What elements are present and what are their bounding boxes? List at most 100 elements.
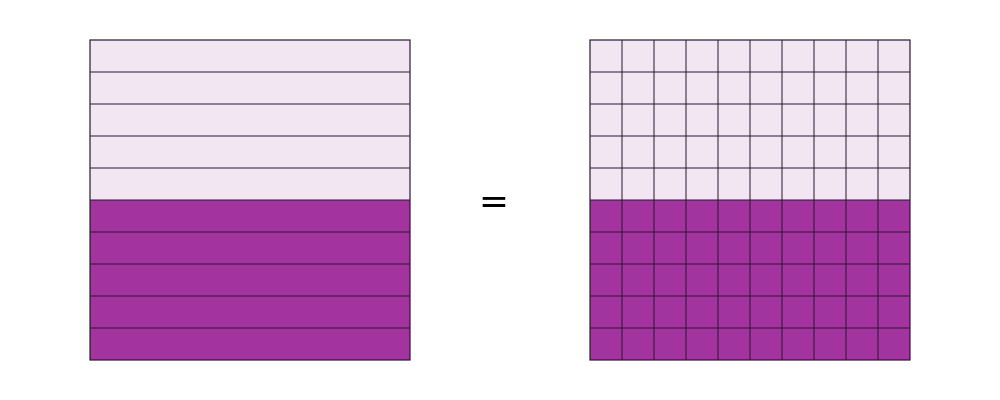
right-model-unshaded-cell (717, 39, 751, 73)
right-model-shaded-cell (653, 231, 687, 265)
left-model-shaded-cell (89, 231, 411, 265)
right-model-unshaded-cell (781, 103, 815, 137)
right-model-shaded-cell (877, 327, 911, 361)
right-model-shaded-cell (813, 263, 847, 297)
right-model-unshaded-cell (877, 71, 911, 105)
right-model-shaded-cell (685, 231, 719, 265)
right-model-unshaded-cell (621, 135, 655, 169)
right-model-unshaded-cell (621, 71, 655, 105)
right-model-shaded-cell (781, 295, 815, 329)
right-model-shaded-cell (653, 295, 687, 329)
right-model-shaded-cell (589, 327, 623, 361)
left-model-unshaded-cell (89, 103, 411, 137)
right-model-unshaded-cell (685, 167, 719, 201)
right-model-unshaded-cell (813, 71, 847, 105)
right-model-shaded-cell (749, 263, 783, 297)
right-model-shaded-cell (717, 231, 751, 265)
right-model-unshaded-cell (589, 71, 623, 105)
left-model-shaded-cell (89, 199, 411, 233)
right-model-unshaded-cell (845, 39, 879, 73)
right-model-unshaded-cell (717, 71, 751, 105)
right-model-shaded-cell (749, 327, 783, 361)
right-model-shaded-cell (781, 327, 815, 361)
right-model-shaded-cell (717, 295, 751, 329)
right-fraction-model (589, 39, 911, 361)
right-model-unshaded-cell (877, 39, 911, 73)
right-model-shaded-cell (877, 295, 911, 329)
right-model-unshaded-cell (781, 135, 815, 169)
right-model-unshaded-cell (653, 167, 687, 201)
right-model-unshaded-cell (589, 103, 623, 137)
right-model-shaded-cell (845, 295, 879, 329)
right-model-unshaded-cell (845, 135, 879, 169)
right-model-shaded-cell (877, 263, 911, 297)
right-model-shaded-cell (845, 263, 879, 297)
right-model-shaded-cell (813, 231, 847, 265)
right-model-unshaded-cell (877, 167, 911, 201)
right-model-unshaded-cell (749, 39, 783, 73)
right-model-shaded-cell (717, 263, 751, 297)
right-model-unshaded-cell (781, 167, 815, 201)
right-model-unshaded-cell (685, 135, 719, 169)
right-model-unshaded-cell (717, 103, 751, 137)
right-model-unshaded-cell (749, 103, 783, 137)
right-model-shaded-cell (589, 263, 623, 297)
right-model-shaded-cell (589, 231, 623, 265)
right-model-unshaded-cell (845, 103, 879, 137)
right-model-shaded-cell (685, 327, 719, 361)
right-model-shaded-cell (781, 199, 815, 233)
right-model-unshaded-cell (589, 39, 623, 73)
right-model-shaded-cell (845, 231, 879, 265)
right-model-shaded-cell (845, 199, 879, 233)
right-model-unshaded-cell (749, 135, 783, 169)
right-model-unshaded-cell (653, 39, 687, 73)
right-model-shaded-cell (877, 231, 911, 265)
right-model-unshaded-cell (877, 103, 911, 137)
left-model-shaded-cell (89, 327, 411, 361)
right-model-unshaded-cell (813, 135, 847, 169)
right-model-unshaded-cell (749, 167, 783, 201)
right-model-unshaded-cell (717, 135, 751, 169)
right-model-unshaded-cell (621, 39, 655, 73)
right-model-unshaded-cell (589, 167, 623, 201)
right-model-shaded-cell (813, 327, 847, 361)
right-model-unshaded-cell (621, 167, 655, 201)
left-model-unshaded-cell (89, 135, 411, 169)
right-model-unshaded-cell (685, 103, 719, 137)
left-model-unshaded-cell (89, 39, 411, 73)
right-model-unshaded-cell (813, 167, 847, 201)
right-model-shaded-cell (621, 199, 655, 233)
right-model-unshaded-cell (813, 39, 847, 73)
right-model-shaded-cell (653, 199, 687, 233)
left-fraction-model (89, 39, 411, 361)
right-model-shaded-cell (781, 231, 815, 265)
right-model-shaded-cell (621, 295, 655, 329)
equals-sign: = (479, 181, 509, 222)
right-model-outline (589, 39, 911, 361)
right-model-shaded-cell (813, 199, 847, 233)
right-model-unshaded-cell (653, 103, 687, 137)
right-model-shaded-cell (845, 327, 879, 361)
right-model-unshaded-cell (845, 167, 879, 201)
right-model-shaded-cell (653, 263, 687, 297)
right-model-shaded-cell (621, 263, 655, 297)
left-model-outline (89, 39, 411, 361)
right-model-shaded-cell (589, 199, 623, 233)
right-model-unshaded-cell (653, 71, 687, 105)
right-model-shaded-cell (621, 231, 655, 265)
left-model-unshaded-cell (89, 167, 411, 201)
right-model-unshaded-cell (781, 71, 815, 105)
right-model-shaded-cell (621, 327, 655, 361)
right-model-shaded-cell (749, 231, 783, 265)
right-model-unshaded-cell (781, 39, 815, 73)
right-model-shaded-cell (717, 327, 751, 361)
right-model-unshaded-cell (749, 71, 783, 105)
right-model-shaded-cell (717, 199, 751, 233)
right-model-unshaded-cell (717, 167, 751, 201)
right-model-unshaded-cell (685, 39, 719, 73)
right-model-shaded-cell (685, 295, 719, 329)
right-model-unshaded-cell (845, 71, 879, 105)
left-model-unshaded-cell (89, 71, 411, 105)
right-model-unshaded-cell (653, 135, 687, 169)
